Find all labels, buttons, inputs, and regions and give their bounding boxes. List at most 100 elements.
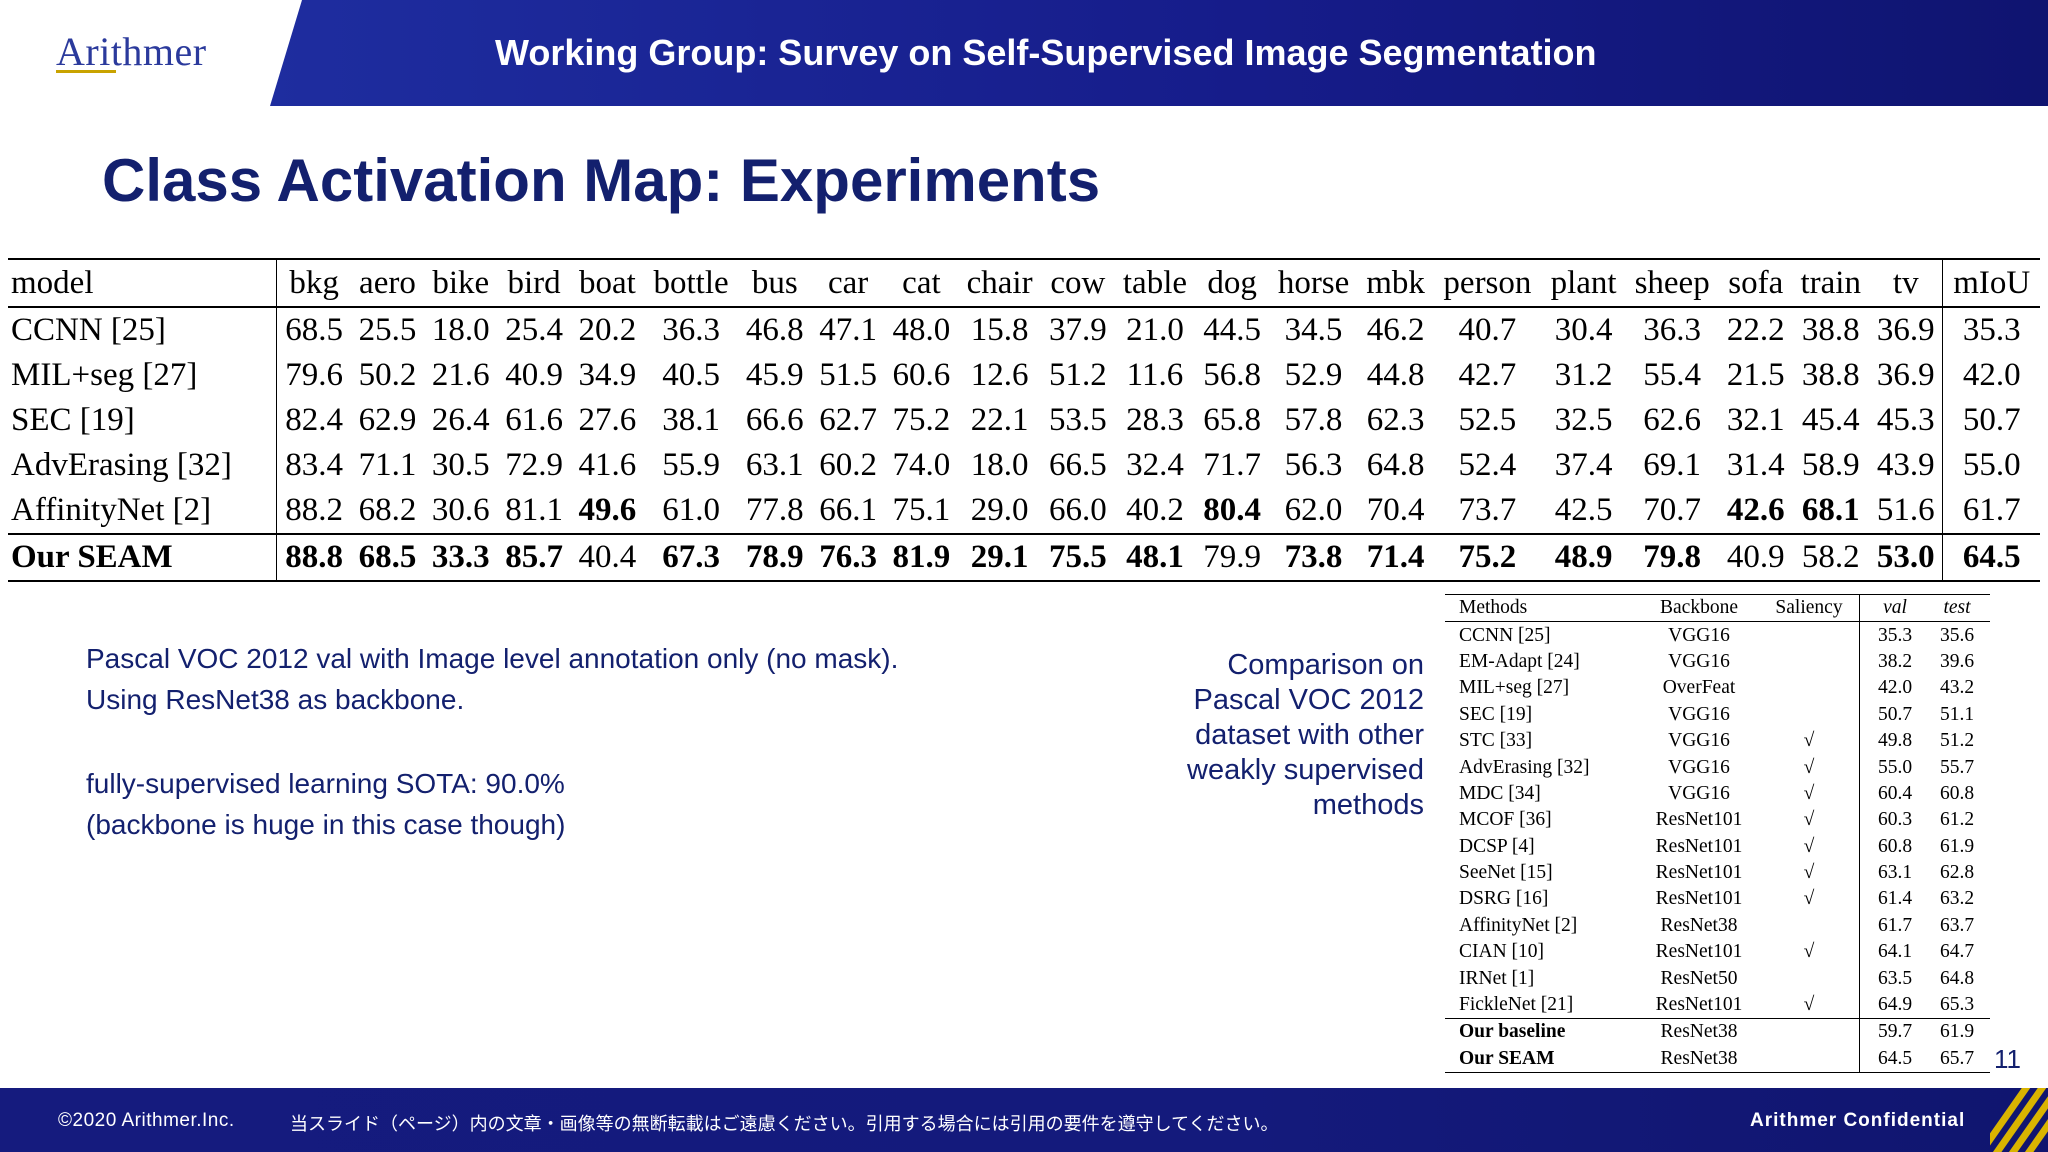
score-cell: 58.2 (1801, 539, 1860, 575)
score-cell: 55.4 (1643, 357, 1701, 393)
comparison-cell: 63.1 (1877, 862, 1913, 884)
column-header: car (827, 264, 869, 301)
saliency-check-cell: √ (1759, 807, 1860, 834)
score-cell: 61.7 (1942, 488, 2040, 534)
comparison-cell: SeeNet [15] (1459, 862, 1553, 884)
comparison-row: CCNN [25] VGG16 35.3 35.6 (1445, 621, 1990, 649)
score-cell: 70.7 (1643, 492, 1701, 528)
score-cell: 32.4 (1126, 447, 1184, 483)
score-cell: 36.3 (1643, 312, 1701, 348)
comparison-table-header: Methods Backbone Saliency val test (1445, 594, 1990, 622)
score-cell: 45.3 (1876, 402, 1935, 438)
score-cell: 71.7 (1203, 447, 1261, 483)
score-cell: 34.9 (578, 357, 637, 393)
score-cell: 71.1 (358, 447, 417, 483)
page-title: Class Activation Map: Experiments (102, 147, 1101, 214)
model-name-cell: AffinityNet [2] (8, 488, 278, 534)
column-header: model (8, 259, 278, 307)
score-cell: 52.9 (1284, 357, 1343, 393)
score-cell: 65.8 (1203, 402, 1261, 438)
comparison-cell: 64.5 (1877, 1047, 1913, 1069)
arithmer-logo: Arithmer (56, 29, 207, 74)
table-row: SEC [19] 82.4 62.9 26.4 61.6 27.6 38.1 66.6 62.7… (8, 398, 2040, 443)
score-cell: 88.2 (285, 492, 343, 528)
score-cell: 81.1 (505, 492, 563, 528)
score-cell: 62.3 (1366, 402, 1425, 438)
comparison-cell: OverFeat (1662, 677, 1736, 699)
comparison-cell: 64.1 (1877, 941, 1913, 963)
results-table-body: CCNN [25] 68.5 25.5 18.0 25.4 20.2 36.3 46.8 47.… (8, 307, 2040, 581)
score-cell: 71.4 (1366, 539, 1425, 575)
column-header: aero (359, 264, 416, 301)
score-cell: 51.5 (819, 357, 877, 393)
saliency-check-cell: √ (1759, 859, 1860, 887)
score-cell: 41.6 (578, 447, 637, 483)
score-cell: 36.3 (662, 312, 720, 348)
saliency-check-cell (1759, 1018, 1860, 1046)
column-header: table (1122, 264, 1188, 301)
results-table: model bkg aero bike bird boat bottle bus car cat c… (8, 258, 2040, 582)
comparison-cell: 49.8 (1877, 730, 1913, 752)
score-cell: 35.3 (1942, 307, 2040, 353)
saliency-check-cell: √ (1759, 991, 1860, 1019)
comparison-row: Our baseline ResNet38 59.7 61.9 (1445, 1018, 1990, 1046)
score-cell: 46.2 (1366, 312, 1425, 348)
note-sota-line2: (backbone is huge in this case though) (86, 809, 566, 840)
score-cell: 18.0 (431, 312, 490, 348)
score-cell: 20.2 (578, 312, 637, 348)
score-cell: 61.0 (662, 492, 720, 528)
comparison-cell: ResNet101 (1655, 994, 1743, 1016)
comparison-row: FickleNet [21] ResNet101 √ 64.9 65.3 (1445, 991, 1990, 1019)
score-cell: 44.8 (1366, 357, 1425, 393)
saliency-check-cell (1759, 1045, 1860, 1073)
model-name-cell: Our SEAM (8, 534, 278, 581)
comparison-row: Our SEAM ResNet38 64.5 65.7 (1445, 1045, 1990, 1073)
score-cell: 78.9 (745, 539, 804, 575)
table-row: Our SEAM 88.8 68.5 33.3 85.7 40.4 67.3 78.9 76.3… (8, 534, 2040, 581)
saliency-check-cell: √ (1759, 833, 1860, 860)
comparison-cell: 65.7 (1939, 1047, 1975, 1069)
saliency-check-cell: √ (1759, 727, 1860, 755)
score-cell: 76.3 (819, 539, 877, 575)
comparison-cell: ResNet101 (1655, 941, 1743, 963)
footer-bar: ©2020 Arithmer.Inc. 当スライド（ページ）内の文章・画像等の無… (0, 1088, 2048, 1152)
comparison-cell: 63.5 (1877, 967, 1913, 989)
score-cell: 38.1 (662, 402, 720, 438)
column-header: bike (432, 264, 490, 301)
score-cell: 51.2 (1048, 357, 1107, 393)
comparison-row: AffinityNet [2] ResNet38 61.7 63.7 (1445, 912, 1990, 940)
score-cell: 30.4 (1554, 312, 1613, 348)
comparison-cell: 64.8 (1939, 967, 1975, 989)
column-header: dog (1207, 264, 1257, 301)
score-cell: 60.2 (819, 447, 877, 483)
footer-confidential: Arithmer Confidential (1750, 1110, 1966, 1131)
score-cell: 77.8 (745, 492, 804, 528)
column-header: bus (751, 264, 798, 301)
saliency-check-cell (1759, 965, 1860, 992)
comparison-cell: AffinityNet [2] (1459, 914, 1578, 936)
score-cell: 31.4 (1726, 447, 1785, 483)
comparison-column-header: val (1883, 597, 1907, 619)
comparison-cell: 60.4 (1877, 782, 1913, 804)
comparison-cell: 60.8 (1877, 835, 1913, 857)
column-header: cow (1050, 264, 1106, 301)
comparison-cell: 61.7 (1877, 914, 1913, 936)
score-cell: 66.5 (1048, 447, 1107, 483)
score-cell: 36.9 (1876, 357, 1935, 393)
score-cell: 50.2 (358, 357, 417, 393)
score-cell: 26.4 (431, 402, 490, 438)
model-name-cell: SEC [19] (8, 398, 278, 443)
comparison-cell: MDC [34] (1459, 782, 1541, 804)
score-cell: 36.9 (1876, 312, 1935, 348)
comparison-cell: VGG16 (1668, 624, 1730, 646)
comparison-row: MDC [34] VGG16 √ 60.4 60.8 (1445, 780, 1990, 808)
model-name-cell: CCNN [25] (8, 307, 278, 353)
comparison-cell: ResNet101 (1655, 809, 1743, 831)
score-cell: 27.6 (578, 402, 637, 438)
score-cell: 21.0 (1126, 312, 1184, 348)
saliency-check-cell: √ (1759, 939, 1860, 966)
score-cell: 79.6 (285, 357, 343, 393)
column-header: boat (579, 264, 636, 301)
score-cell: 40.9 (505, 357, 563, 393)
comparison-cell: ResNet38 (1660, 914, 1738, 936)
